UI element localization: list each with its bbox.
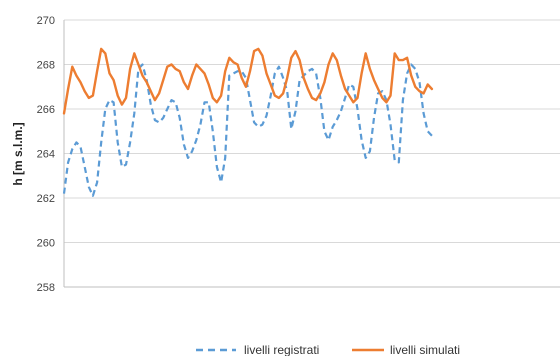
legend-label: livelli registrati xyxy=(244,343,319,356)
y-tick-label: 258 xyxy=(37,282,55,294)
legend-label: livelli simulati xyxy=(390,343,460,356)
y-tick-label: 260 xyxy=(37,238,55,250)
y-tick-label: 266 xyxy=(37,104,55,116)
y-axis-title: h [m s.l.m.] xyxy=(11,122,25,185)
series-line-livelli-registrati xyxy=(62,63,433,197)
series-line-livelli-simulati xyxy=(62,47,434,115)
y-tick-label: 268 xyxy=(37,60,55,72)
legend: livelli registrati livelli simulati xyxy=(196,343,460,357)
y-tick-label: 270 xyxy=(37,15,55,27)
series-lines xyxy=(62,47,434,197)
y-tick-label: 262 xyxy=(37,193,55,205)
grid xyxy=(64,19,560,288)
axes: 258 260 262 264 266 268 270 xyxy=(37,15,65,294)
y-tick-label: 264 xyxy=(37,149,55,161)
